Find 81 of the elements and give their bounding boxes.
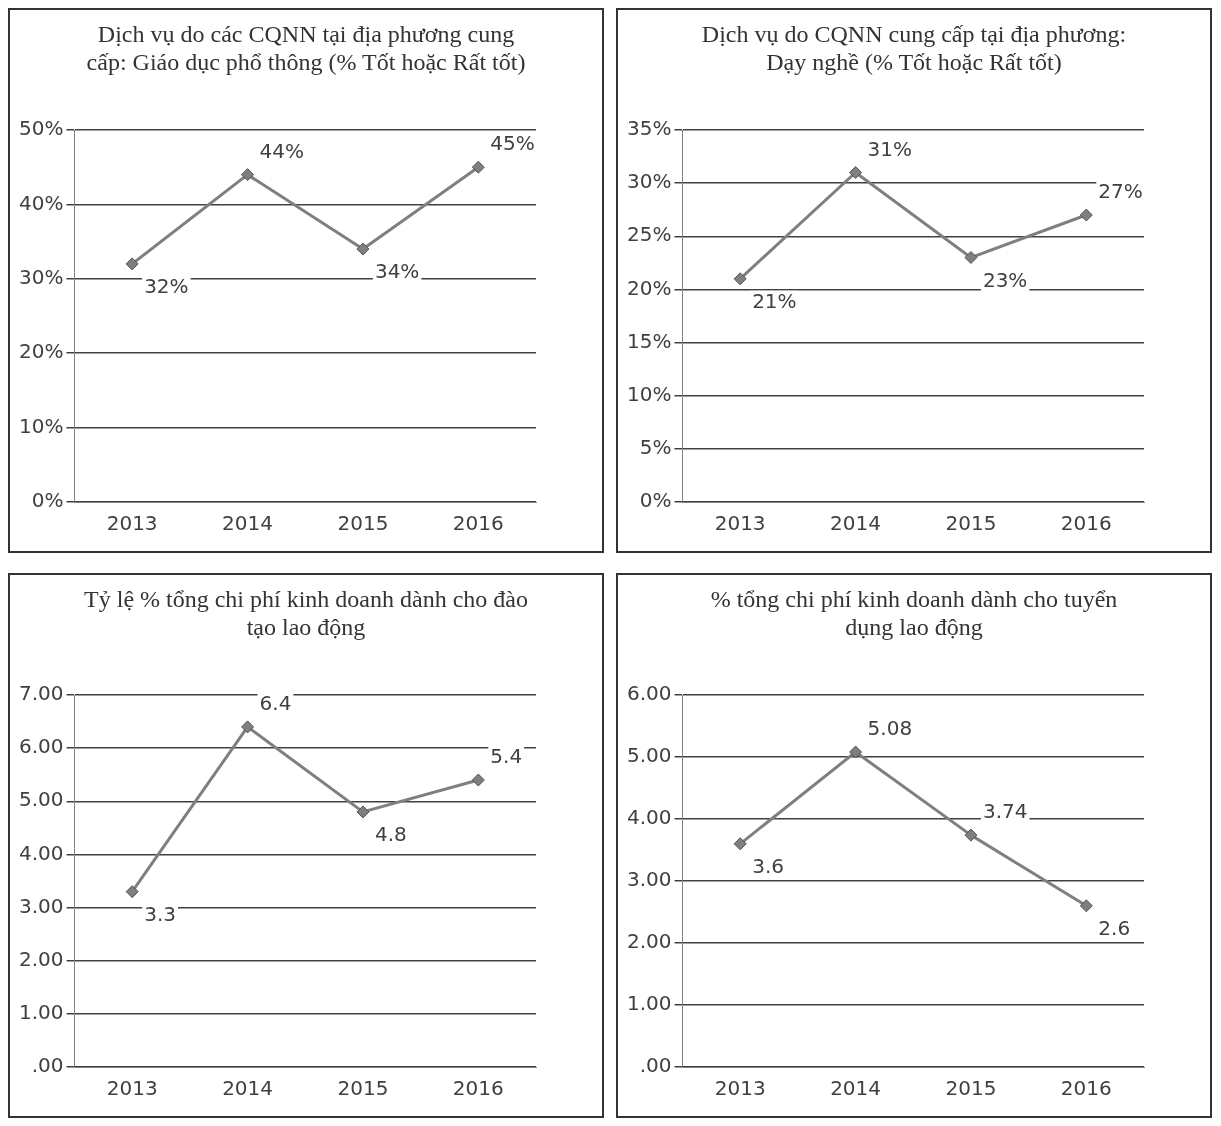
y-tick-label: 3.00 [19,893,64,918]
x-tick-label: 2013 [106,1076,158,1101]
data-label: 32% [144,274,189,299]
x-tick-label: 2015 [945,511,997,536]
y-tick-label: 1.00 [627,991,672,1016]
y-tick-label: 5.00 [19,787,64,812]
data-label: 34% [374,259,420,284]
y-tick-label: 5.00 [627,743,672,768]
point [733,837,747,851]
point [356,805,370,819]
y-tick-label: 15% [627,328,672,353]
y-tick-label: 20% [19,339,64,364]
y-tick-label: 4.00 [19,840,64,865]
point [849,745,863,759]
x-tick-label: 2015 [945,1076,997,1101]
y-tick-label: 6.00 [19,734,64,759]
point [241,168,255,182]
x-tick-label: 2015 [337,1076,389,1101]
y-tick-label: 0% [639,488,672,513]
y-tick-label: 30% [19,265,64,289]
x-tick-label: 2014 [222,511,273,536]
data-label: 5.08 [867,716,913,741]
y-tick-label: 10% [19,413,64,438]
x-tick-label: 2016 [1060,1076,1112,1101]
point [849,166,863,180]
point [733,272,747,286]
x-tick-label: 2016 [1060,511,1112,536]
y-tick-label: 4.00 [627,805,672,830]
x-tick-label: 2016 [452,1076,504,1101]
y-tick-label: 2.00 [19,946,64,971]
x-tick-label: 2014 [830,511,881,536]
x-tick-label: 2013 [106,511,158,536]
y-tick-label: 7.00 [19,681,64,706]
y-tick-label: 10% [627,381,672,406]
data-label: 6.4 [259,691,292,716]
y-tick-label: 35% [627,116,672,141]
point [1079,899,1093,913]
chart-title: Tỷ lệ % tổng chi phí kinh doanh dành cho đào tạo lao động [83,585,529,642]
data-label: 4.8 [374,822,407,847]
y-tick-label: 20% [627,275,672,300]
y-tick-label: 40% [19,190,64,215]
y-tick-label: 6.00 [627,681,672,706]
x-tick-label: 2013 [714,511,766,536]
data-label: 45% [490,131,535,156]
y-tick-label: 50% [19,116,64,141]
data-label: 23% [982,267,1028,292]
point [471,160,485,174]
y-tick-label: 3.00 [627,867,672,892]
point [471,773,485,787]
point [1079,208,1093,222]
x-tick-label: 2014 [222,1076,274,1101]
data-label: 21% [752,289,797,313]
x-tick-label: 2016 [452,511,504,536]
x-tick-label: 2013 [714,1076,766,1101]
point [125,257,139,271]
point [356,242,370,256]
y-tick-label: 5% [639,435,672,460]
y-tick-label: 0% [31,488,64,513]
data-label: 27% [1098,179,1143,204]
data-label: 3.74 [982,799,1028,824]
point [125,885,139,899]
data-label: 3.6 [752,854,785,878]
y-tick-label: .00 [31,1053,64,1078]
y-tick-label: .00 [639,1053,672,1078]
data-label: 3.3 [144,901,177,926]
x-tick-label: 2015 [337,511,389,536]
chart-title: % tổng chi phí kinh doanh dành cho tuyển dụng lao động [709,585,1119,642]
y-tick-label: 2.00 [627,929,672,954]
point [964,251,978,265]
y-tick-label: 30% [627,169,672,194]
chart-title: Dịch vụ do các CQNN tại địa phương cung cấp: Giáo dục phổ thông (% Tốt hoặc Rất tốt) [85,20,527,77]
point [964,828,978,842]
point [241,720,255,734]
y-tick-label: 25% [627,222,672,247]
y-tick-label: 1.00 [19,1000,64,1025]
data-label: 31% [867,136,912,161]
chart-title: Dịch vụ do CQNN cung cấp tại địa phương: Dạy nghề (% Tốt hoặc Rất tốt) [700,20,1128,77]
data-label: 2.6 [1098,916,1131,940]
x-tick-label: 2014 [830,1076,882,1101]
data-label: 5.4 [490,744,523,769]
data-label: 44% [259,138,304,163]
